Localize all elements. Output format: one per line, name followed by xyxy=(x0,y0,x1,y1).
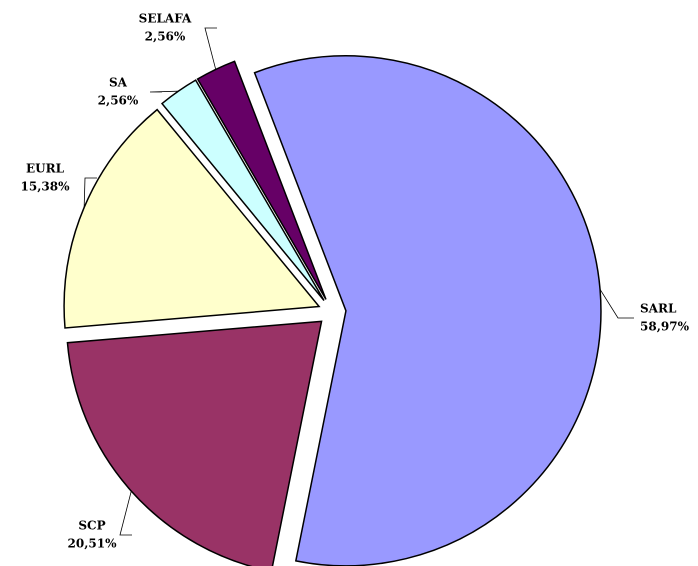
leader-line xyxy=(149,90,179,93)
slice-value-label: 20,51% xyxy=(68,537,118,551)
slice-label: EURL xyxy=(26,162,65,176)
pie-slice xyxy=(160,79,325,301)
slice-label: SA xyxy=(109,76,128,90)
leader-line xyxy=(83,177,97,208)
slice-value-label: 15,38% xyxy=(21,180,71,194)
slice-label: SCP xyxy=(78,519,105,533)
pie-slice xyxy=(66,320,323,566)
slice-value-label: 2,56% xyxy=(145,30,186,44)
pie-slice xyxy=(63,108,321,329)
slice-label: SELAFA xyxy=(139,12,192,26)
leader-line xyxy=(204,27,217,70)
slice-value-label: 58,97% xyxy=(640,320,690,334)
leader-line xyxy=(599,289,634,319)
pie-slice xyxy=(253,55,602,566)
slice-value-label: 2,56% xyxy=(98,94,139,108)
slice-label: SARL xyxy=(640,302,677,316)
leader-line xyxy=(119,490,132,536)
